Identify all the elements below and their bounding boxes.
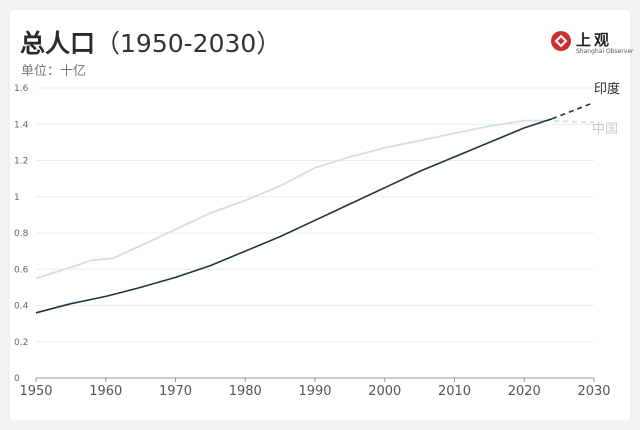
x-axis: 1950 1960 1970 1980 1990 2000 2010 2020 2030	[19, 377, 611, 399]
unit-label: 单位：十亿	[21, 64, 87, 79]
x-tick-label: 1970	[159, 384, 192, 399]
x-tick-label: 1950	[19, 384, 52, 399]
x-tick-label: 2020	[508, 384, 541, 399]
chart-title: 总人口（1950-2030）	[20, 24, 281, 60]
x-tick-label: 1990	[298, 384, 331, 399]
x-tick-label: 2010	[438, 384, 471, 399]
x-tick-label: 1980	[229, 384, 262, 399]
grid-lines	[36, 87, 594, 343]
series-projection-line	[545, 119, 595, 124]
publisher-logo: 上观 Shanghai Observer	[550, 28, 634, 60]
series-line	[35, 119, 546, 280]
x-tick-label: 1960	[89, 384, 122, 399]
series-label-china: 中国	[592, 122, 618, 137]
y-tick-label: 0.2	[14, 338, 28, 348]
chart-title-range: （1950-2030）	[95, 29, 282, 58]
chart-card: 总人口（1950-2030） 单位：十亿 上观 Shanghai Observe…	[10, 10, 634, 420]
y-tick-label: 1.4	[14, 120, 29, 130]
y-tick-label: 1.6	[14, 84, 29, 94]
series-lines	[35, 101, 595, 314]
logo-subtitle: Shanghai Observer	[576, 48, 634, 55]
y-axis-tick-labels: 0 0.2 0.4 0.6 0.8 1 1.2 1.4 1.6	[14, 84, 29, 384]
y-tick-label: 0.8	[14, 229, 29, 239]
chart-title-main: 总人口	[20, 29, 96, 58]
y-tick-label: 0.6	[14, 265, 29, 275]
series-line	[35, 118, 553, 314]
series-label-india: 印度	[594, 81, 620, 97]
shanghai-observer-logo-icon	[551, 31, 571, 51]
y-tick-label: 0	[14, 374, 20, 384]
y-tick-label: 1.2	[14, 157, 28, 167]
logo-name: 上观	[576, 31, 613, 49]
x-tick-label: 2000	[368, 384, 401, 399]
x-tick-label: 2030	[577, 384, 610, 399]
y-tick-label: 1	[14, 193, 20, 203]
y-tick-label: 0.4	[14, 302, 29, 312]
series-projection-line	[551, 101, 595, 120]
